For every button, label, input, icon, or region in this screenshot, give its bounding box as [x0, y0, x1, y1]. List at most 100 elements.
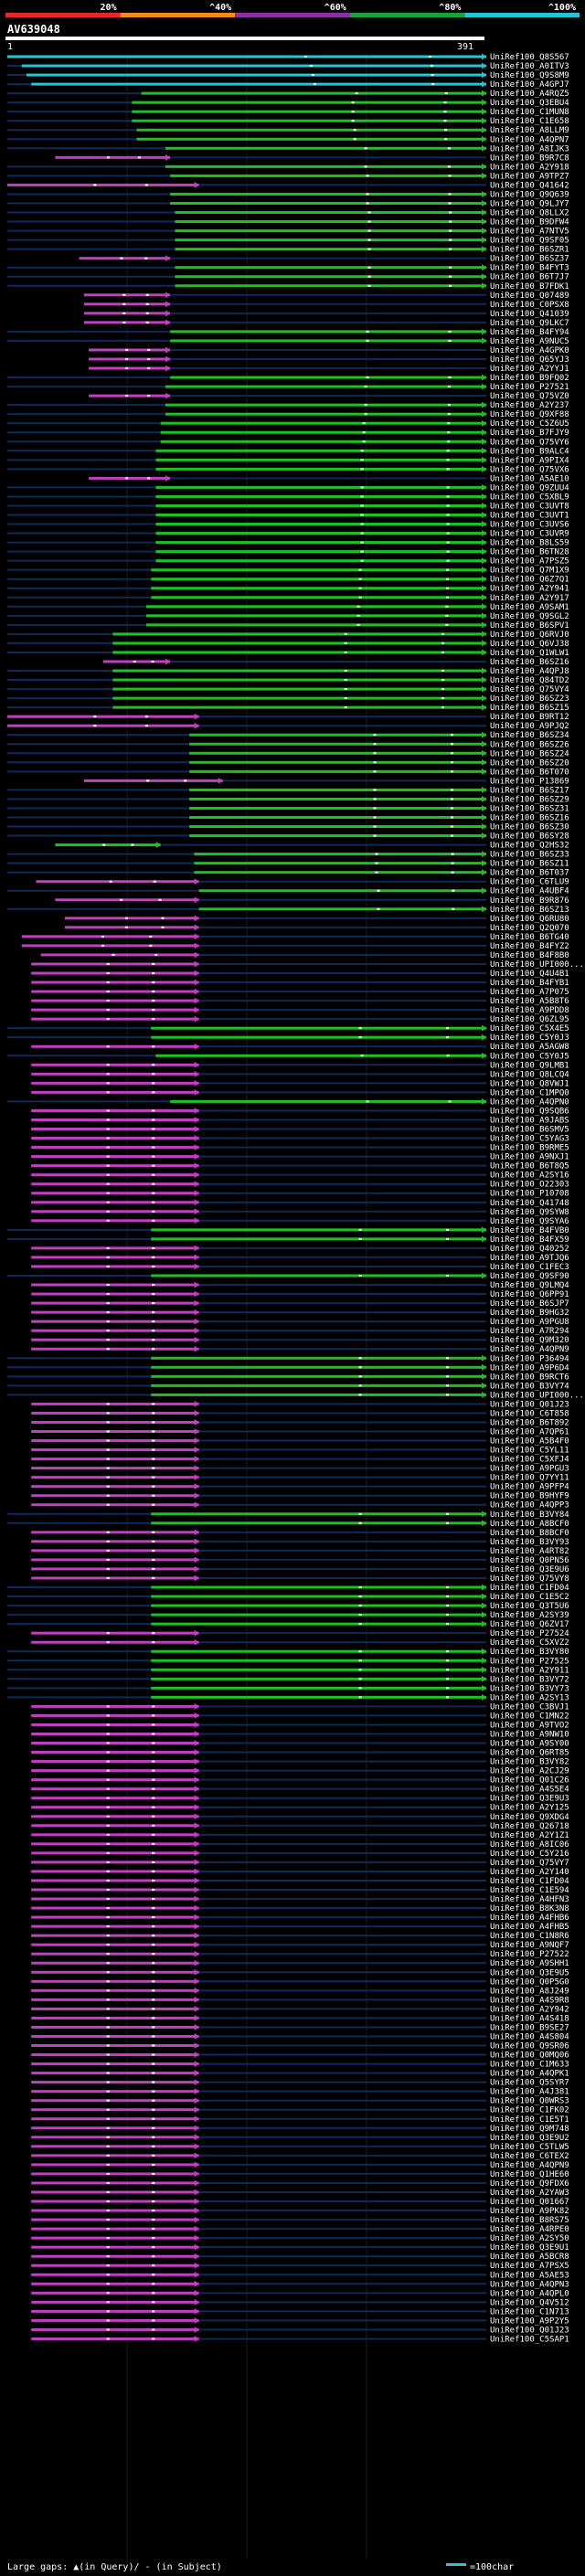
- hit-bar: [31, 1934, 199, 1937]
- legend-label-3: ^60%: [324, 3, 346, 13]
- hit-row-139: [31, 1318, 486, 1325]
- hit-arrow: [482, 804, 486, 811]
- hit-gap-marker: [451, 770, 454, 773]
- hit-label-1: UniRef100_Q8S567: [490, 53, 569, 62]
- hit-arrow: [194, 1263, 199, 1270]
- hit-gap-marker: [106, 1284, 110, 1287]
- hit-gap-marker: [161, 926, 165, 928]
- hit-arrow: [194, 2152, 199, 2159]
- hit-gap-marker: [358, 1650, 362, 1653]
- hit-label-132: UniRef100_A9TJQ6: [490, 1254, 569, 1263]
- hit-gap-marker: [106, 1705, 110, 1708]
- hit-row-76: [7, 740, 486, 747]
- hit-label-103: UniRef100_A7P075: [490, 988, 569, 997]
- hit-gap-marker: [106, 1137, 110, 1140]
- hit-gap-marker: [309, 65, 313, 68]
- hit-bar: [31, 2044, 199, 2048]
- hit-label-167: UniRef100_Q75VY8: [490, 1574, 569, 1584]
- hit-arrow: [482, 749, 486, 757]
- hit-gap-marker: [101, 935, 104, 938]
- hit-gap-marker: [106, 1714, 110, 1717]
- hit-gap-marker: [153, 880, 156, 883]
- hit-row-127: [31, 1208, 486, 1215]
- hit-bar: [31, 1540, 199, 1543]
- hit-bar: [175, 229, 486, 233]
- hit-bar: [31, 2209, 199, 2212]
- hit-arrow: [482, 228, 486, 235]
- hit-row-13: [7, 163, 487, 170]
- hit-label-176: UniRef100_P27525: [490, 1657, 569, 1666]
- hit-arrow: [482, 685, 486, 693]
- footer-scale-legend: =100char: [470, 2562, 514, 2572]
- hit-bar: [31, 2273, 199, 2276]
- hit-bar: [31, 2136, 199, 2139]
- hit-row-191: [31, 1795, 486, 1802]
- hit-label-250: UniRef100_C5SAP1: [490, 2335, 569, 2344]
- hit-row-3: [7, 71, 487, 79]
- hit-label-5: UniRef100_A4RQZ5: [490, 90, 569, 99]
- hit-gap-marker: [106, 2044, 110, 2047]
- hit-gap-marker: [445, 1678, 449, 1680]
- hit-bar: [155, 449, 486, 452]
- hit-label-156: UniRef100_Q7YY11: [490, 1474, 569, 1483]
- hit-label-155: UniRef100_A9PGU3: [490, 1465, 569, 1474]
- hit-arrow: [194, 1015, 199, 1023]
- hit-gap-marker: [152, 972, 155, 974]
- hit-row-26: [7, 282, 486, 290]
- hit-bar: [141, 91, 486, 95]
- hit-gap-marker: [446, 1055, 450, 1057]
- hit-gap-marker: [451, 798, 454, 800]
- hit-label-185: UniRef100_A9SY00: [490, 1740, 569, 1749]
- hit-bar: [151, 1512, 486, 1516]
- hit-row-212: [31, 1987, 486, 1994]
- hit-arrow: [482, 401, 486, 408]
- hit-label-94: UniRef100_B6SZ13: [490, 906, 569, 915]
- hit-gap-marker: [449, 266, 452, 269]
- hit-gap-marker: [152, 1733, 155, 1735]
- hit-gap-marker: [360, 559, 364, 562]
- hit-bar: [31, 1851, 199, 1855]
- hit-arrow: [482, 62, 486, 69]
- hit-gap-marker: [152, 1760, 155, 1763]
- hit-arrow: [194, 2161, 199, 2168]
- hit-bar: [170, 174, 486, 177]
- hit-row-169: [7, 1593, 486, 1600]
- hit-gap-marker: [373, 816, 377, 819]
- hit-arrow: [194, 1079, 199, 1087]
- hit-gap-marker: [106, 1045, 110, 1048]
- hit-bar: [31, 82, 486, 86]
- hit-gap-marker: [106, 1219, 110, 1222]
- hit-gap-marker: [152, 1889, 155, 1891]
- hit-arrow: [482, 1593, 486, 1600]
- hit-row-220: [31, 2061, 486, 2068]
- hit-gap-marker: [449, 284, 452, 287]
- hit-bar: [31, 1824, 199, 1828]
- hit-label-235: UniRef100_Q01667: [490, 2198, 569, 2207]
- hit-row-183: [31, 1721, 486, 1728]
- hit-arrow: [194, 2005, 199, 2012]
- hit-gap-marker: [93, 725, 97, 727]
- hit-label-88: UniRef100_B6SZ33: [490, 851, 569, 860]
- hit-gap-marker: [358, 1687, 362, 1690]
- hit-row-23: [79, 255, 486, 262]
- hit-bar: [31, 2034, 199, 2038]
- hit-gap-marker: [448, 202, 452, 205]
- hit-label-177: UniRef100_A2Y911: [490, 1666, 569, 1675]
- hit-bar: [151, 578, 486, 581]
- hit-gap-marker: [152, 1045, 155, 1048]
- hit-row-178: [7, 1675, 486, 1682]
- hit-row-249: [31, 2326, 486, 2333]
- hit-gap-marker: [151, 660, 154, 663]
- hit-gap-marker: [106, 1265, 110, 1267]
- hit-arrow: [482, 1034, 486, 1041]
- hit-arrow: [165, 346, 171, 354]
- hit-gap-marker: [445, 605, 449, 608]
- hit-row-4: [7, 80, 486, 88]
- hit-gap-marker: [373, 752, 377, 755]
- hit-label-248: UniRef100_A9P2Y5: [490, 2316, 569, 2326]
- hit-bar: [31, 1879, 199, 1882]
- hit-label-126: UniRef100_Q41748: [490, 1199, 569, 1208]
- hit-label-91: UniRef100_C6TLU9: [490, 878, 569, 887]
- hit-row-207: [31, 1941, 486, 1948]
